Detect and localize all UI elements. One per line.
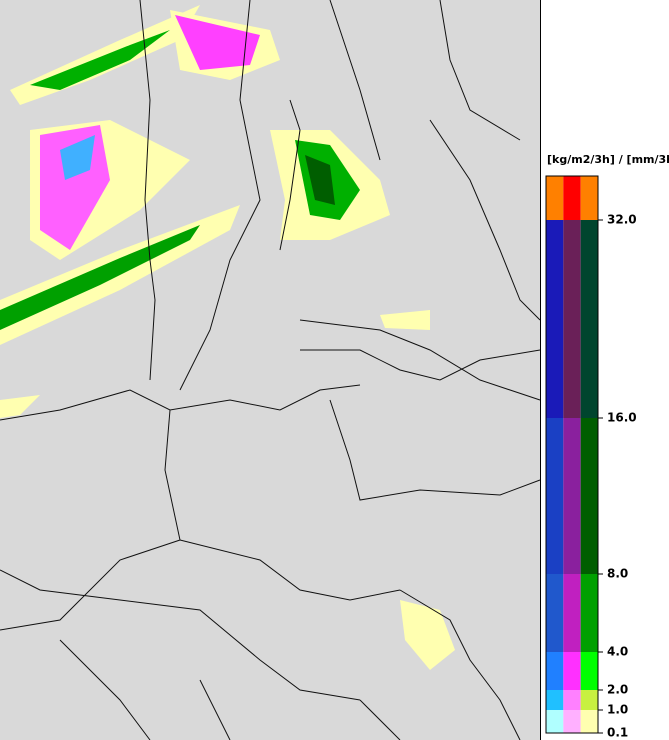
colorbar-segment: [580, 574, 598, 652]
colorbar-segment: [563, 176, 581, 220]
map: [0, 0, 541, 740]
tick-label: 8.0: [607, 567, 628, 581]
colorbar-frame: [545, 175, 599, 734]
tick-label: 2.0: [607, 683, 628, 697]
colorbar-segment: [546, 574, 564, 652]
colorbar-segment: [546, 176, 564, 220]
colorbar-segment: [563, 652, 581, 690]
tick-label: 4.0: [607, 645, 628, 659]
colorbar-title: [kg/m2/3h] / [mm/3h]: [547, 153, 669, 166]
colorbar-segment: [546, 220, 564, 418]
map-frame: [540, 0, 541, 740]
colorbar: 32.0 16.0 8.0 4.0 2.0 1.0 0.1: [545, 175, 637, 740]
colorbar-segment: [563, 574, 581, 652]
colorbar-segment: [580, 418, 598, 574]
tick-label: 1.0: [607, 703, 628, 717]
colorbar-segment: [580, 652, 598, 690]
borders: [0, 0, 541, 740]
tick-label: 0.1: [607, 726, 628, 740]
colorbar-segment: [546, 652, 564, 690]
tick-label: 32.0: [607, 213, 637, 227]
colorbar-segment: [580, 176, 598, 220]
tick-label: 16.0: [607, 411, 637, 425]
precipitation: [0, 5, 455, 670]
colorbar-segment: [563, 710, 581, 733]
colorbar-segment: [563, 418, 581, 574]
colorbar-segment: [580, 710, 598, 733]
colorbar-segment: [546, 690, 564, 710]
colorbar-segment: [546, 710, 564, 733]
colorbar-segment: [546, 418, 564, 574]
colorbar-segment: [563, 690, 581, 710]
colorbar-segment: [580, 220, 598, 418]
colorbar-segment: [563, 220, 581, 418]
colorbar-segment: [580, 690, 598, 710]
